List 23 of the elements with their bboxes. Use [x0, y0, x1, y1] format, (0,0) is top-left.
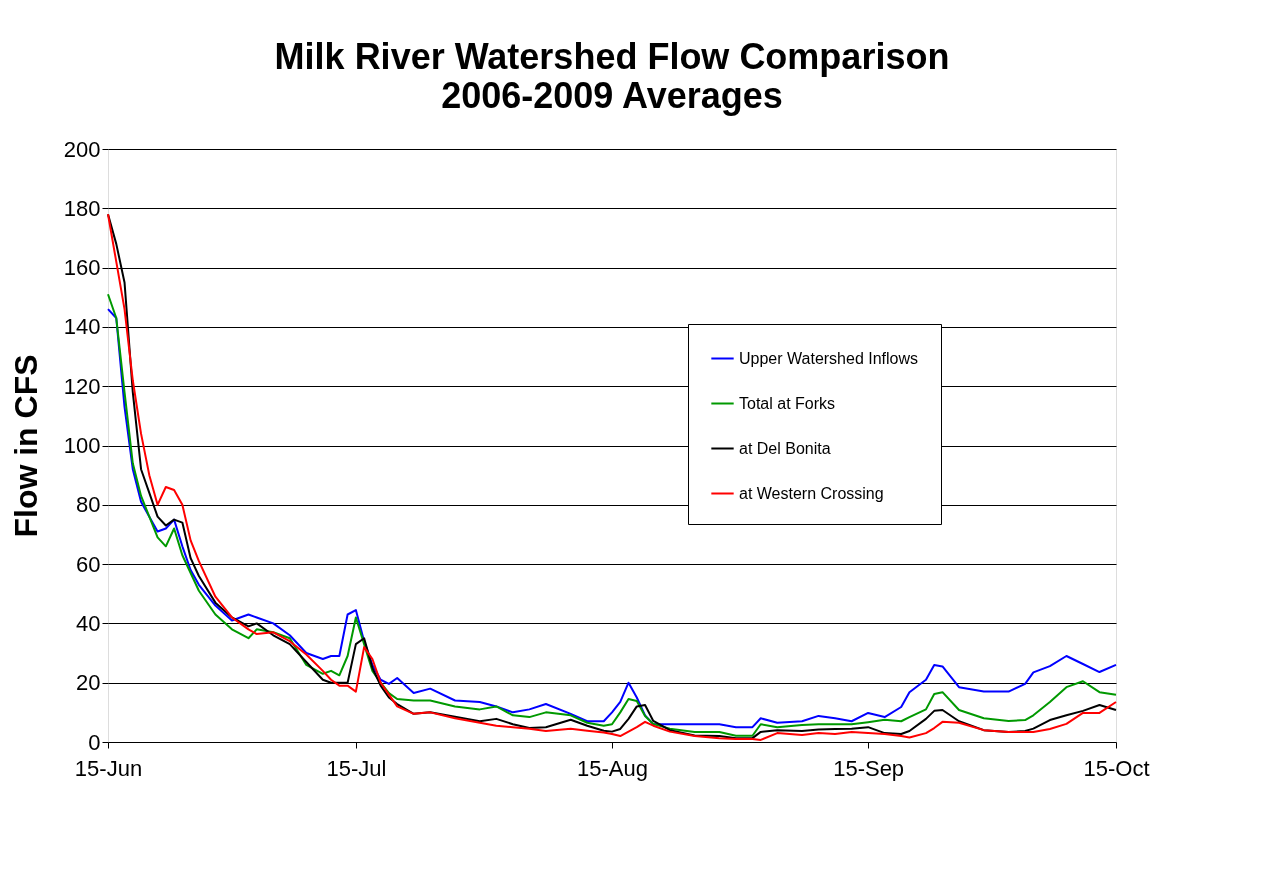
x-tick-label: 15-Sep [833, 755, 905, 781]
chart-title: Milk River Watershed Flow Comparison [274, 36, 950, 77]
legend-label: at Del Bonita [739, 439, 831, 457]
y-axis-title: Flow in CFS [7, 354, 44, 538]
y-tick-label: 100 [63, 433, 101, 458]
y-tick-label: 180 [63, 195, 101, 221]
y-tick-label: 200 [63, 136, 101, 162]
y-tick-label: 40 [76, 610, 101, 636]
y-tick-label: 160 [63, 255, 101, 281]
y-tick-label: 120 [63, 373, 101, 399]
legend-label: Total at Forks [739, 394, 836, 412]
y-tick-label: 80 [76, 492, 101, 518]
chart-subtitle: 2006-2009 Averages [441, 75, 783, 116]
y-tick-label: 20 [76, 670, 101, 696]
y-tick-label: 140 [63, 314, 101, 340]
y-tick-label: 60 [76, 551, 101, 577]
x-tick-label: 15-Jul [326, 755, 387, 781]
legend-label: at Western Crossing [739, 484, 884, 502]
x-tick-label: 15-Oct [1083, 755, 1150, 781]
x-tick-label: 15-Jun [74, 755, 143, 781]
x-tick-label: 15-Aug [577, 755, 648, 781]
y-tick-label: 0 [88, 729, 101, 755]
legend-label: Upper Watershed Inflows [739, 349, 919, 367]
